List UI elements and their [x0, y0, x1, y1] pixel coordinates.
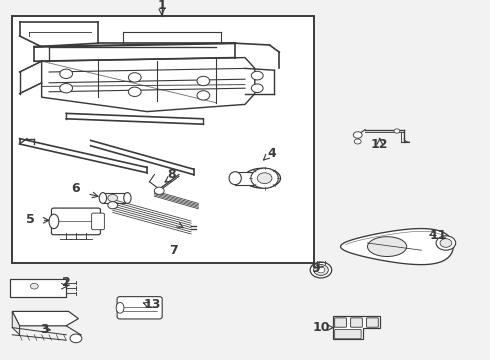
Circle shape: [310, 262, 332, 278]
Text: 3: 3: [40, 323, 49, 336]
Ellipse shape: [368, 237, 407, 256]
Text: 2: 2: [62, 276, 71, 289]
Bar: [103, 193, 127, 203]
Polygon shape: [42, 58, 255, 112]
Circle shape: [60, 84, 73, 93]
Ellipse shape: [229, 172, 242, 185]
FancyBboxPatch shape: [235, 172, 260, 185]
Polygon shape: [341, 229, 453, 265]
Circle shape: [197, 76, 210, 86]
Text: 13: 13: [143, 298, 161, 311]
Text: 12: 12: [371, 138, 389, 150]
Circle shape: [440, 239, 452, 247]
Circle shape: [394, 129, 400, 133]
Ellipse shape: [123, 193, 131, 203]
FancyBboxPatch shape: [92, 213, 104, 230]
Ellipse shape: [244, 168, 280, 188]
FancyBboxPatch shape: [117, 297, 162, 319]
Ellipse shape: [116, 302, 124, 313]
Text: 7: 7: [170, 244, 178, 257]
Text: 1: 1: [157, 0, 166, 12]
Text: 8: 8: [167, 168, 176, 181]
Bar: [12, 16, 314, 263]
Text: 5: 5: [26, 213, 35, 226]
Text: 6: 6: [72, 183, 80, 195]
Circle shape: [108, 194, 118, 202]
Circle shape: [353, 132, 362, 138]
FancyBboxPatch shape: [367, 318, 378, 327]
Circle shape: [197, 91, 210, 100]
Circle shape: [314, 265, 328, 275]
FancyBboxPatch shape: [350, 318, 363, 327]
Circle shape: [317, 267, 325, 273]
Text: 11: 11: [430, 229, 447, 242]
Circle shape: [60, 69, 73, 78]
Circle shape: [251, 71, 263, 80]
FancyBboxPatch shape: [335, 329, 361, 339]
Circle shape: [30, 283, 38, 289]
Polygon shape: [333, 316, 380, 339]
Circle shape: [108, 202, 118, 209]
FancyBboxPatch shape: [51, 208, 100, 235]
Circle shape: [70, 334, 82, 343]
Circle shape: [128, 73, 141, 82]
FancyBboxPatch shape: [335, 318, 346, 327]
Circle shape: [128, 87, 141, 96]
Circle shape: [257, 173, 272, 184]
Text: 10: 10: [312, 321, 330, 334]
Ellipse shape: [99, 193, 106, 203]
Polygon shape: [12, 311, 78, 326]
Circle shape: [436, 236, 456, 250]
Circle shape: [154, 187, 164, 194]
Text: 4: 4: [268, 147, 276, 159]
Text: 9: 9: [312, 262, 320, 275]
Polygon shape: [10, 279, 66, 297]
Circle shape: [251, 84, 263, 93]
Polygon shape: [12, 311, 20, 335]
Circle shape: [354, 139, 361, 144]
Circle shape: [251, 168, 278, 188]
Ellipse shape: [49, 214, 59, 229]
